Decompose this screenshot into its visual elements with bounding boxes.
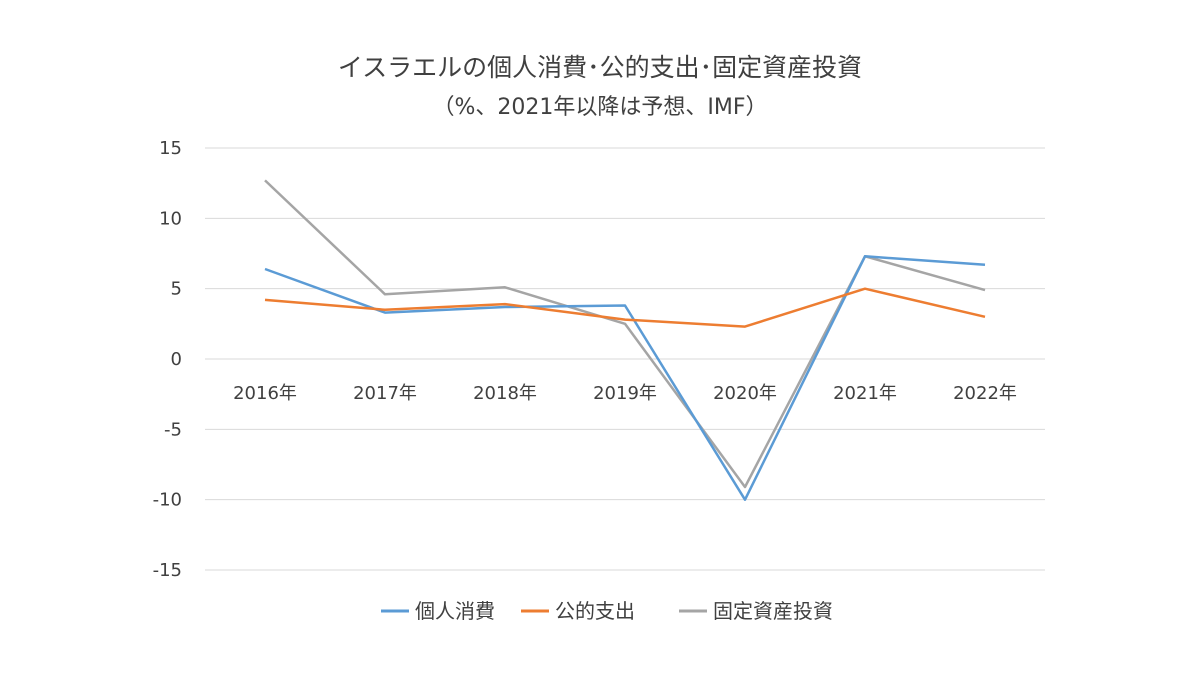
x-axis-ticks: 2016年 2017年 2018年 2019年 2020年 2021年 2022年	[233, 383, 1017, 404]
y-tick-label: 15	[159, 138, 182, 159]
series-lines	[264, 179, 986, 501]
y-tick-label: -5	[164, 419, 182, 440]
gridlines	[205, 147, 1045, 571]
x-tick-label: 2016年	[233, 383, 297, 404]
series-line-2	[264, 287, 986, 328]
legend-label: 個人消費	[415, 599, 495, 623]
legend-label: 公的支出	[555, 599, 635, 623]
chart-title: イスラエルの個人消費･公的支出･固定資産投資	[338, 53, 862, 82]
y-tick-label: 0	[171, 349, 182, 370]
x-tick-label: 2022年	[953, 383, 1017, 404]
x-tick-label: 2017年	[353, 383, 417, 404]
y-tick-label: -10	[153, 490, 182, 511]
legend-label: 固定資産投資	[713, 599, 833, 623]
legend: 個人消費 公的支出 固定資産投資	[381, 599, 833, 623]
x-tick-label: 2018年	[473, 383, 537, 404]
y-tick-label: -15	[153, 560, 182, 581]
chart-subtitle: （%、2021年以降は予想、IMF）	[432, 95, 767, 120]
y-tick-label: 10	[159, 208, 182, 229]
x-tick-label: 2020年	[713, 383, 777, 404]
series-line-1	[264, 255, 986, 501]
y-tick-label: 5	[171, 279, 182, 300]
series-line-3	[264, 179, 986, 489]
x-tick-label: 2019年	[593, 383, 657, 404]
y-axis-ticks: 15 10 5 0 -5 -10 -15	[153, 138, 182, 581]
x-tick-label: 2021年	[833, 383, 897, 404]
